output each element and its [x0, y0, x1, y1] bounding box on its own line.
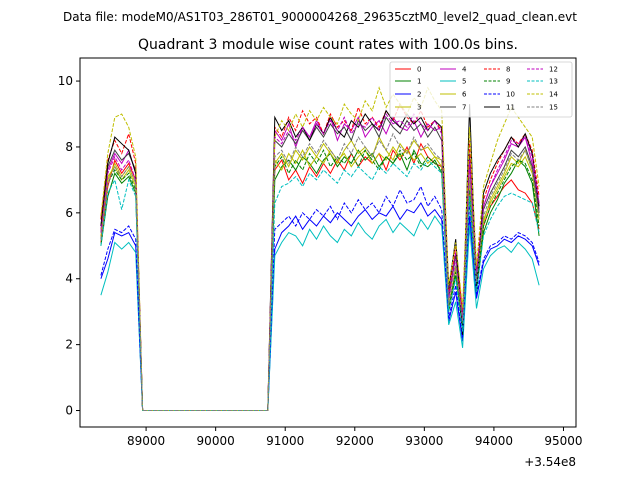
series-line-1 [100, 148, 540, 411]
y-tick-label: 10 [58, 74, 73, 88]
legend-label-13: 13 [549, 78, 558, 86]
legend-label-10: 10 [506, 91, 515, 99]
legend-label-6: 6 [462, 91, 467, 99]
series-line-14 [100, 86, 540, 411]
series-layer [100, 86, 540, 411]
y-tick-label: 8 [65, 140, 73, 154]
plot-frame [79, 57, 577, 428]
legend-label-3: 3 [417, 104, 421, 112]
series-line-15 [100, 132, 540, 411]
chart-title: Quadrant 3 module wise count rates with … [138, 37, 518, 53]
y-tick-label: 0 [65, 404, 73, 418]
y-tick-label: 2 [65, 338, 73, 352]
x-tick-label: 91000 [266, 434, 304, 448]
legend-label-15: 15 [549, 104, 558, 112]
legend-label-1: 1 [417, 78, 421, 86]
x-tick-label: 95000 [544, 434, 582, 448]
legend-label-14: 14 [549, 91, 558, 99]
x-tick-label: 92000 [336, 434, 374, 448]
legend-label-0: 0 [417, 66, 421, 74]
x-tick-label: 94000 [475, 434, 513, 448]
x-offset-label: +3.54e8 [524, 455, 576, 469]
axis-ticks: 89000 90000 91000 92000 93000 94000 95000 0 2 4 6 8… [58, 74, 583, 448]
series-line-6 [100, 146, 540, 411]
legend-label-8: 8 [506, 66, 510, 74]
x-tick-label: 93000 [405, 434, 443, 448]
y-tick-label: 4 [65, 272, 73, 286]
series-line-0 [100, 142, 540, 411]
legend-label-7: 7 [462, 104, 466, 112]
legend-box [389, 61, 573, 118]
x-tick-label: 90000 [197, 434, 235, 448]
chart-suptitle: Data file: modeM0/AS1T03_286T01_90000042… [63, 10, 577, 24]
legend-label-5: 5 [462, 78, 466, 86]
legend-label-9: 9 [506, 78, 510, 86]
x-tick-label: 89000 [127, 434, 165, 448]
legend-label-2: 2 [417, 91, 421, 99]
legend-label-4: 4 [462, 66, 467, 74]
legend-label-11: 11 [506, 104, 515, 112]
y-tick-label: 6 [65, 206, 73, 220]
series-line-9 [100, 149, 540, 411]
legend-label-12: 12 [549, 66, 558, 74]
